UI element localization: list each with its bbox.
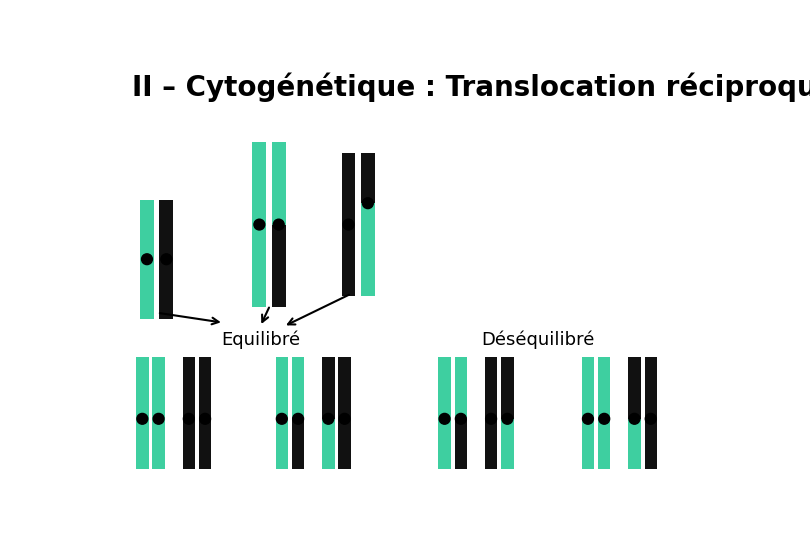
Bar — [454, 419, 467, 469]
Bar — [275, 419, 288, 469]
Bar — [438, 419, 451, 469]
Bar — [485, 419, 497, 469]
Bar — [361, 203, 375, 296]
Circle shape — [455, 414, 467, 424]
Bar — [271, 142, 286, 225]
Bar — [342, 153, 356, 225]
Bar — [182, 419, 195, 469]
Circle shape — [362, 198, 373, 208]
Bar — [454, 357, 467, 419]
Bar — [271, 225, 286, 307]
Bar — [582, 357, 595, 419]
Bar — [342, 225, 356, 296]
Bar — [152, 357, 164, 419]
Bar — [140, 259, 154, 319]
Bar — [275, 357, 288, 419]
Circle shape — [142, 254, 152, 265]
Bar — [292, 357, 305, 419]
Circle shape — [339, 414, 350, 424]
Circle shape — [646, 414, 656, 424]
Circle shape — [273, 219, 284, 230]
Bar — [199, 419, 211, 469]
Bar — [485, 357, 497, 419]
Circle shape — [486, 414, 497, 424]
Circle shape — [582, 414, 594, 424]
Circle shape — [629, 414, 640, 424]
Bar — [438, 357, 451, 419]
Bar — [253, 225, 266, 307]
Circle shape — [137, 414, 147, 424]
Bar — [629, 419, 641, 469]
Circle shape — [161, 254, 172, 265]
Circle shape — [439, 414, 450, 424]
Circle shape — [343, 219, 354, 230]
Bar — [322, 357, 335, 419]
Circle shape — [183, 414, 194, 424]
Bar — [339, 357, 351, 419]
Circle shape — [276, 414, 288, 424]
Circle shape — [153, 414, 164, 424]
Circle shape — [599, 414, 610, 424]
Text: Equilibré: Equilibré — [221, 330, 301, 349]
Circle shape — [292, 414, 304, 424]
Bar — [160, 259, 173, 319]
Bar — [501, 357, 514, 419]
Bar — [645, 357, 657, 419]
Bar — [361, 153, 375, 203]
Bar — [136, 419, 148, 469]
Bar — [292, 419, 305, 469]
Bar — [598, 357, 611, 419]
Text: Déséquilibré: Déséquilibré — [481, 330, 595, 349]
Bar — [629, 357, 641, 419]
Circle shape — [323, 414, 334, 424]
Bar — [339, 419, 351, 469]
Bar — [501, 419, 514, 469]
Text: II – Cytogénétique : Translocation réciproque: II – Cytogénétique : Translocation récip… — [132, 72, 810, 102]
Circle shape — [200, 414, 211, 424]
Bar — [598, 419, 611, 469]
Bar — [199, 357, 211, 419]
Bar — [152, 419, 164, 469]
Bar — [645, 419, 657, 469]
Bar — [140, 200, 154, 259]
Bar — [182, 357, 195, 419]
Circle shape — [502, 414, 513, 424]
Bar — [160, 200, 173, 259]
Circle shape — [254, 219, 265, 230]
Bar — [322, 419, 335, 469]
Bar — [253, 142, 266, 225]
Bar — [136, 357, 148, 419]
Bar — [582, 419, 595, 469]
